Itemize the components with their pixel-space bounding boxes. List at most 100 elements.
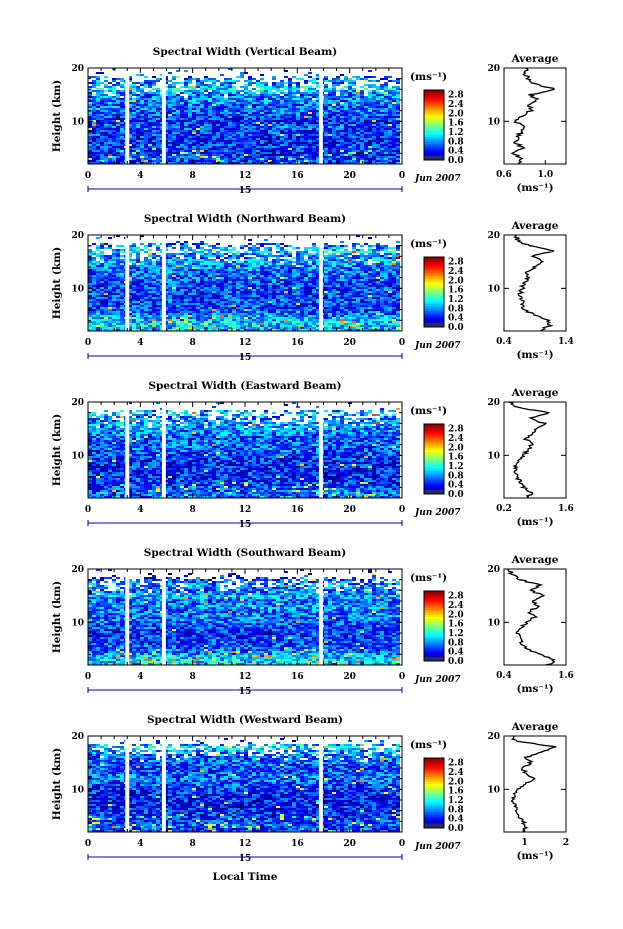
heatmap-cell — [364, 281, 368, 283]
heatmap-cell — [204, 259, 208, 261]
heatmap-cell — [128, 112, 132, 114]
heatmap-cell — [212, 158, 216, 160]
heatmap-cell — [204, 96, 208, 98]
heatmap-cell — [272, 86, 276, 88]
heatmap-cell — [264, 102, 268, 104]
heatmap-cell — [344, 156, 348, 158]
heatmap-cell — [236, 96, 240, 98]
heatmap-cell — [176, 146, 180, 148]
heatmap-cell — [164, 245, 168, 247]
heatmap-cell — [152, 273, 156, 275]
heatmap-cell — [328, 102, 332, 104]
colorbar-swatch — [424, 136, 444, 140]
heatmap-cell — [384, 90, 388, 92]
heatmap-cell — [152, 104, 156, 106]
heatmap-cell — [184, 100, 188, 102]
heatmap-cell — [292, 273, 296, 275]
heatmap-cell — [112, 283, 116, 285]
heatmap-cell — [248, 144, 252, 146]
heatmap-cell — [208, 104, 212, 106]
heatmap-cell — [184, 243, 188, 245]
heatmap-cell — [196, 140, 200, 142]
heatmap-cell — [176, 134, 180, 136]
heatmap-cell — [300, 122, 304, 124]
heatmap-cell — [184, 160, 188, 162]
heatmap-cell — [292, 88, 296, 90]
heatmap-cell — [272, 142, 276, 144]
heatmap-cell — [344, 80, 348, 82]
heatmap-cell — [380, 255, 384, 257]
heatmap-cell — [244, 126, 248, 128]
heatmap-cell — [384, 144, 388, 146]
heatmap-cell — [376, 152, 380, 154]
heatmap-cell — [116, 116, 120, 118]
heatmap-cell — [276, 104, 280, 106]
heatmap-cell — [288, 279, 292, 281]
heatmap-cell — [180, 150, 184, 152]
heatmap-cell — [180, 82, 184, 84]
heatmap-cell — [324, 86, 328, 88]
heatmap-cell — [184, 275, 188, 277]
heatmap-cell — [396, 269, 400, 271]
data-gap — [318, 68, 323, 164]
heatmap-cell — [352, 263, 356, 265]
colorbar-swatch — [424, 118, 444, 121]
heatmap-cell — [108, 237, 112, 239]
heatmap-cell — [88, 118, 92, 120]
heatmap-cell — [396, 82, 400, 84]
heatmap-cell — [240, 265, 244, 267]
heatmap-cell — [140, 104, 144, 106]
heatmap-cell — [228, 269, 232, 271]
heatmap-cell — [280, 130, 284, 132]
heatmap-cell — [244, 146, 248, 148]
heatmap-cell — [256, 128, 260, 130]
heatmap-cell — [240, 72, 244, 74]
heatmap-cell — [240, 118, 244, 120]
heatmap-cell — [220, 160, 224, 162]
heatmap-cell — [100, 102, 104, 104]
heatmap-cell — [200, 104, 204, 106]
heatmap-cell — [276, 126, 280, 128]
heatmap-cell — [264, 98, 268, 100]
heatmap-cell — [140, 110, 144, 112]
heatmap-cell — [364, 263, 368, 265]
heatmap-cell — [332, 269, 336, 271]
heatmap-cell — [252, 142, 256, 144]
heatmap-cell — [280, 247, 284, 249]
heatmap-cell — [236, 108, 240, 110]
heatmap-cell — [296, 271, 300, 273]
heatmap-cell — [316, 259, 320, 261]
heatmap-cell — [184, 116, 188, 118]
heatmap-cell — [156, 124, 160, 126]
heatmap-cell — [392, 118, 396, 120]
heatmap-cell — [120, 126, 124, 128]
heatmap-cell — [96, 160, 100, 162]
heatmap-cell — [276, 287, 280, 289]
heatmap-cell — [336, 275, 340, 277]
heatmap-cell — [164, 146, 168, 148]
heatmap-cell — [280, 128, 284, 130]
heatmap-cell — [212, 156, 216, 158]
heatmap-cell — [324, 279, 328, 281]
heatmap-cell — [288, 104, 292, 106]
heatmap-cell — [156, 287, 160, 289]
heatmap-cell — [352, 76, 356, 78]
heatmap-cell — [164, 158, 168, 160]
heatmap-cell — [252, 138, 256, 140]
heatmap-cell — [380, 106, 384, 108]
heatmap-cell — [152, 100, 156, 102]
heatmap-cell — [164, 273, 168, 275]
heatmap-cell — [112, 96, 116, 98]
heatmap-cell — [332, 279, 336, 281]
heatmap-cell — [216, 160, 220, 162]
heatmap-cell — [344, 86, 348, 88]
heatmap-cell — [276, 148, 280, 150]
heatmap-cell — [308, 144, 312, 146]
heatmap-cell — [344, 90, 348, 92]
heatmap-cell — [132, 98, 136, 100]
heatmap-cell — [388, 263, 392, 265]
heatmap-cell — [112, 148, 116, 150]
heatmap-cell — [336, 289, 340, 291]
heatmap-cell — [184, 259, 188, 261]
heatmap-cell — [284, 130, 288, 132]
